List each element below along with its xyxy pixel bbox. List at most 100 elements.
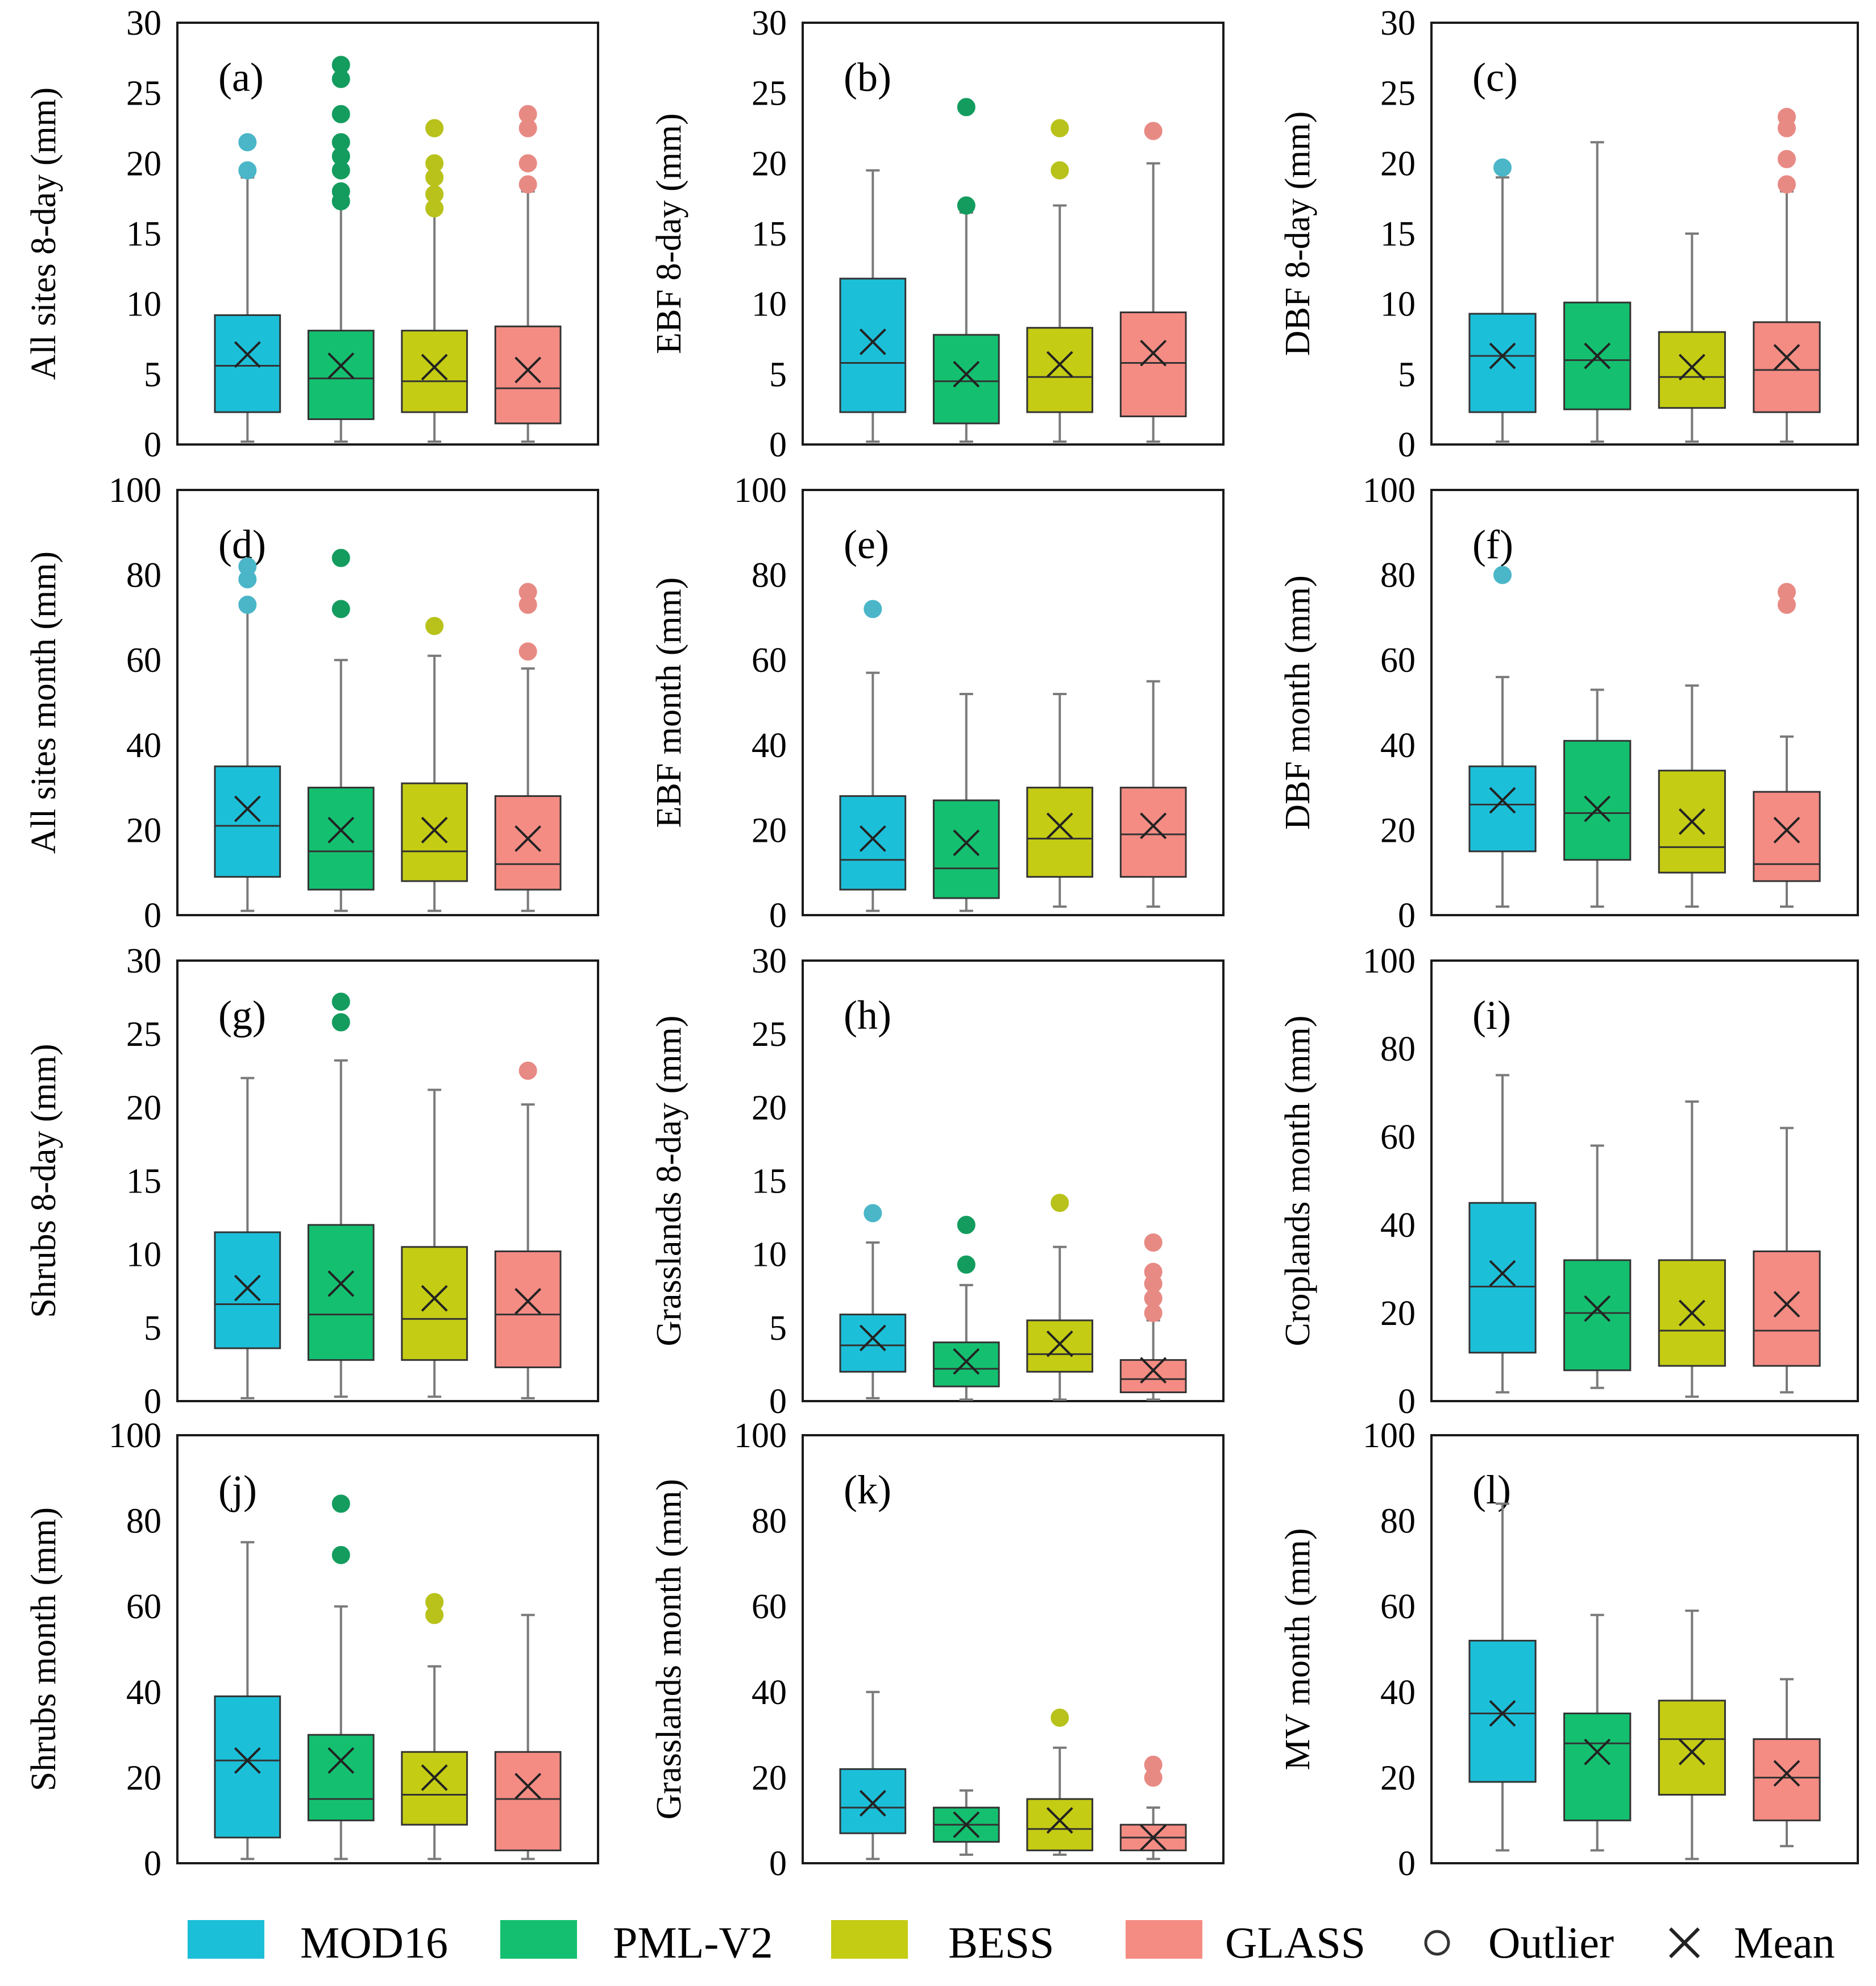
panel-i: 0 20 40 60 80 100 Croplands month (mm) (i)	[1279, 942, 1859, 1421]
box-iqr	[1119, 1359, 1187, 1394]
box-pmlv2	[1563, 688, 1632, 908]
y-tick-label: 100	[734, 1416, 787, 1455]
y-tick-label: 0	[144, 1844, 161, 1883]
y-tick-label: 0	[1398, 426, 1416, 464]
y-tick-label: 80	[752, 556, 787, 595]
outlier-point	[518, 1061, 537, 1080]
outlier-point	[331, 182, 350, 201]
mean-marker	[234, 1747, 261, 1774]
y-tick-label: 100	[1363, 942, 1416, 980]
y-tick-label: 30	[126, 942, 161, 980]
box-iqr	[1026, 327, 1094, 413]
outlier-point	[864, 1204, 882, 1223]
box-iqr	[932, 334, 1000, 425]
outlier-point	[331, 56, 350, 74]
box-pmlv2	[307, 56, 375, 443]
box-glass	[1753, 583, 1821, 908]
mean-marker	[859, 1790, 886, 1817]
y-tick-label: 25	[1380, 74, 1416, 113]
box-iqr	[1026, 1798, 1094, 1851]
y-tick-label: 20	[126, 1088, 161, 1127]
outlier-point	[518, 154, 537, 173]
y-axis-label: DBF month (mm)	[1279, 575, 1317, 830]
box-pmlv2	[932, 693, 1000, 912]
y-axis-label: EBF 8-day (mm)	[650, 113, 688, 354]
box-bess	[1658, 1100, 1726, 1398]
box-iqr	[1563, 1712, 1632, 1822]
mean-marker	[1678, 1299, 1705, 1327]
y-axis-label: All sites month (mm)	[24, 551, 63, 854]
y-tick-label: 20	[1380, 1294, 1416, 1333]
y-tick-label: 10	[126, 285, 161, 324]
mean-marker	[327, 352, 355, 379]
box-iqr	[214, 765, 281, 878]
outlier-point	[331, 992, 350, 1011]
box-iqr	[1753, 791, 1821, 882]
box-pmlv2	[932, 98, 1000, 443]
y-tick-label: 60	[752, 641, 787, 680]
outlier-point	[1051, 1708, 1069, 1727]
box-pmlv2	[307, 549, 375, 912]
outlier-point	[1778, 175, 1796, 194]
box-iqr	[1119, 787, 1187, 878]
legend-swatch-bess	[831, 1920, 908, 1959]
box-glass	[1753, 1127, 1821, 1394]
box-iqr	[839, 277, 907, 413]
outlier-point	[331, 549, 350, 567]
box-bess	[401, 1088, 468, 1398]
outlier-point	[1144, 1262, 1163, 1281]
mean-marker	[514, 356, 542, 384]
y-tick-label: 0	[1398, 1382, 1416, 1421]
mean-marker	[514, 1287, 542, 1315]
y-tick-label: 20	[1380, 1759, 1416, 1797]
mean-marker	[953, 829, 980, 857]
box-iqr	[839, 795, 907, 891]
outlier-point	[238, 133, 257, 152]
box-bess	[401, 617, 468, 912]
outlier-point	[957, 1255, 976, 1274]
panel-a: 0 5 10 15 20 25 30 All sites 8-day (mm) (a)	[24, 4, 599, 464]
y-tick-label: 100	[1363, 1416, 1416, 1455]
mean-marker	[859, 825, 886, 852]
y-tick-label: 30	[752, 4, 787, 43]
y-tick-label: 40	[126, 1673, 161, 1712]
y-tick-label: 40	[1380, 1206, 1416, 1245]
y-tick-label: 60	[126, 1588, 161, 1626]
box-iqr	[839, 1768, 907, 1834]
box-bess	[1658, 684, 1726, 908]
box-iqr	[307, 787, 375, 891]
box-iqr	[214, 1231, 281, 1349]
box-bess	[1658, 232, 1726, 443]
mean-marker	[1140, 339, 1167, 367]
outlier-point	[1493, 566, 1512, 584]
box-iqr	[401, 782, 468, 882]
y-tick-label: 20	[126, 811, 161, 850]
outlier-point	[1051, 161, 1069, 180]
box-pmlv2	[932, 1789, 1000, 1856]
legend-label-mean: Mean	[1734, 1918, 1835, 1967]
mean-marker	[1773, 344, 1800, 371]
y-axis-label: Croplands month (mm)	[1279, 1015, 1317, 1346]
box-iqr	[214, 1695, 281, 1839]
y-axis-label: Shrubs month (mm)	[24, 1507, 63, 1791]
box-iqr	[1468, 1639, 1537, 1783]
box-glass	[494, 583, 562, 912]
legend-label-pml-v2: PML-V2	[613, 1918, 773, 1967]
box-iqr	[1119, 311, 1187, 418]
mean-marker	[1489, 1700, 1516, 1727]
y-tick-label: 15	[126, 215, 161, 254]
mean-marker	[234, 341, 261, 368]
panel-l: 0 20 40 60 80 100 MV month (mm) (l)	[1279, 1416, 1859, 1883]
box-glass	[494, 1614, 562, 1860]
mean-marker	[1489, 787, 1516, 814]
box-mod16	[839, 600, 907, 912]
mean-marker	[327, 816, 355, 844]
y-tick-label: 20	[752, 1088, 787, 1127]
y-axis-label: EBF month (mm)	[650, 577, 688, 828]
y-tick-label: 0	[769, 1844, 787, 1883]
y-tick-label: 60	[1380, 641, 1416, 680]
outlier-point	[1778, 583, 1796, 601]
y-tick-label: 80	[126, 1502, 161, 1541]
y-tick-label: 5	[1398, 355, 1416, 394]
y-tick-label: 5	[769, 1309, 787, 1348]
